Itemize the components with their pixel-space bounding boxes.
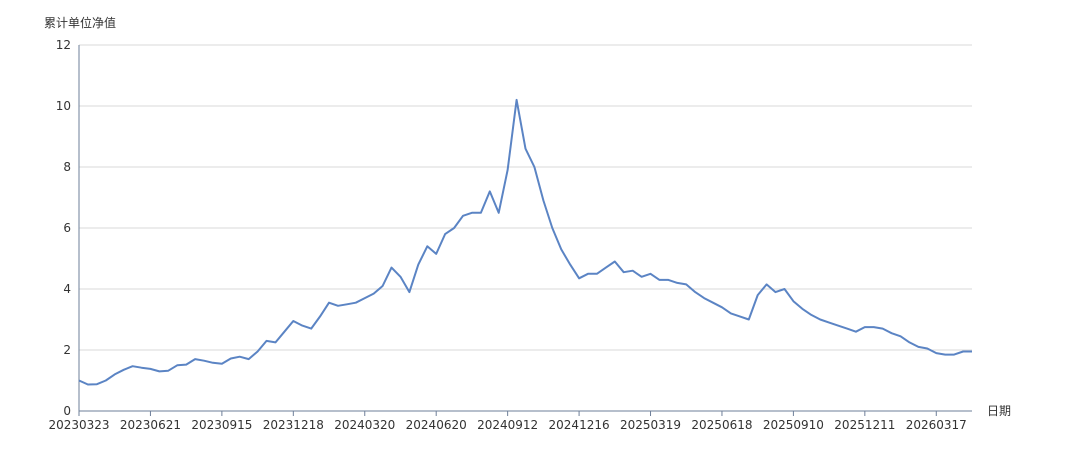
x-tick-label: 20231218 — [263, 418, 324, 432]
y-tick-label: 2 — [63, 343, 71, 357]
x-axis-title: 日期 — [987, 404, 1011, 418]
y-tick-label: 6 — [63, 221, 71, 235]
x-tick-label: 20230915 — [191, 418, 252, 432]
x-tick-label: 20230621 — [120, 418, 181, 432]
x-tick-label: 20251211 — [834, 418, 895, 432]
data-line — [78, 98, 972, 386]
y-tick-label: 10 — [56, 99, 71, 113]
x-tick-label: 20250910 — [763, 418, 824, 432]
x-tick-label: 20250319 — [620, 418, 681, 432]
x-tick-label: 20230323 — [48, 418, 109, 432]
y-tick-label: 4 — [63, 282, 71, 296]
x-tick-label: 20241216 — [549, 418, 610, 432]
y-tick-label: 12 — [56, 38, 71, 52]
y-axis-title: 累计单位净值 — [44, 15, 116, 30]
y-tick-label: 0 — [63, 404, 71, 418]
y-tick-label: 8 — [63, 160, 71, 174]
x-tick-label: 20260317 — [906, 418, 967, 432]
x-tick-label: 20240912 — [477, 418, 538, 432]
x-tick-label: 20240620 — [406, 418, 467, 432]
x-tick-label: 20240320 — [334, 418, 395, 432]
x-tick-label: 20250618 — [691, 418, 752, 432]
